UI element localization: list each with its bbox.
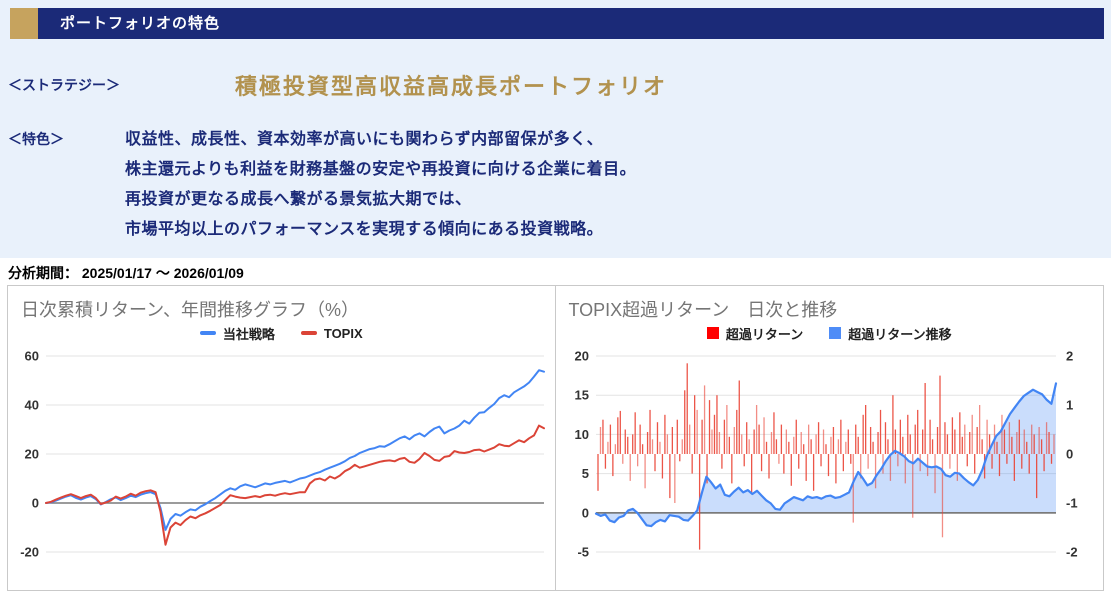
svg-text:5: 5 — [581, 466, 588, 481]
svg-text:2: 2 — [1066, 349, 1073, 364]
legend-square-marker — [829, 327, 842, 339]
chart-legend-excess: 超過リターン 超過リターン推移 — [556, 322, 1104, 344]
analysis-period-value: 2025/01/17 ～ 2026/01/09 — [81, 265, 244, 281]
legend-item: 超過リターン — [706, 324, 804, 343]
legend-line-marker — [199, 331, 216, 335]
chart-panel-cumulative-return: 日次累積リターン、年間推移グラフ（%） 当社戦略 TOPIX 60 40 20 0 -20 — [7, 285, 556, 591]
features-line: 再投資が更なる成長へ繋がる景気拡大期では、 — [125, 191, 472, 208]
legend-item: 当社戦略 — [199, 324, 275, 343]
section-title: ポートフォリオの特色 — [38, 8, 1104, 39]
svg-text:40: 40 — [25, 398, 39, 413]
svg-text:10: 10 — [574, 427, 588, 442]
legend-label: TOPIX — [323, 325, 363, 341]
svg-text:20: 20 — [25, 447, 39, 462]
svg-text:0: 0 — [1066, 447, 1073, 462]
legend-item: 超過リターン推移 — [829, 324, 952, 343]
charts-row: 日次累積リターン、年間推移グラフ（%） 当社戦略 TOPIX 60 40 20 0 -20… — [7, 285, 1104, 591]
svg-text:-5: -5 — [577, 545, 589, 560]
svg-text:0: 0 — [581, 505, 588, 520]
legend-label: 当社戦略 — [222, 326, 275, 342]
chart-legend-cumulative: 当社戦略 TOPIX — [8, 322, 555, 344]
svg-text:20: 20 — [574, 349, 588, 364]
features-line: 収益性、成長性、資本効率が高いにも関わらず内部留保が多く、 — [125, 131, 604, 148]
svg-text:1: 1 — [1066, 398, 1073, 413]
gold-accent-block — [10, 8, 38, 39]
svg-text:0: 0 — [32, 496, 39, 511]
legend-item: TOPIX — [300, 325, 363, 341]
portfolio-summary-section: ポートフォリオの特色 ＜ストラテジー＞ 積極投資型高収益高成長ポートフォリオ ＜… — [0, 0, 1111, 258]
analysis-period: 分析期間： 2025/01/17 ～ 2026/01/09 — [0, 258, 1111, 285]
features-row: ＜特色＞ 収益性、成長性、資本効率が高いにも関わらず内部留保が多く、 株主還元よ… — [0, 125, 1111, 245]
strategy-row: ＜ストラテジー＞ 積極投資型高収益高成長ポートフォリオ — [0, 69, 1111, 101]
svg-text:-2: -2 — [1066, 545, 1078, 560]
chart-title-excess: TOPIX超過リターン 日次と推移 — [568, 300, 838, 320]
features-line: 株主還元よりも利益を財務基盤の安定や再投資に向ける企業に着目。 — [125, 161, 637, 178]
features-line: 市場平均以上のパフォーマンスを実現する傾向にある投資戦略。 — [125, 221, 604, 238]
legend-label: 超過リターン — [725, 326, 804, 342]
cumulative-return-line-chart: 60 40 20 0 -20 — [20, 349, 545, 560]
svg-text:-1: -1 — [1066, 496, 1078, 511]
strategy-label: ＜ストラテジー＞ — [8, 77, 120, 93]
features-label: ＜特色＞ — [8, 131, 64, 147]
svg-text:15: 15 — [574, 388, 588, 403]
chart-panel-excess-return: TOPIX超過リターン 日次と推移 超過リターン 超過リターン推移 20 15 10 5… — [555, 285, 1104, 591]
features-text: 収益性、成長性、資本効率が高いにも関わらず内部留保が多く、 株主還元よりも利益を… — [125, 125, 636, 245]
svg-text:60: 60 — [25, 349, 39, 364]
strategy-title: 積極投資型高収益高成長ポートフォリオ — [235, 74, 668, 99]
chart-title-cumulative: 日次累積リターン、年間推移グラフ（%） — [21, 300, 360, 320]
section-header: ポートフォリオの特色 — [0, 0, 1111, 39]
legend-line-marker — [300, 331, 317, 335]
svg-text:-20: -20 — [20, 545, 39, 560]
legend-square-marker — [706, 327, 719, 339]
analysis-period-label: 分析期間： — [8, 265, 78, 281]
legend-label: 超過リターン推移 — [848, 326, 952, 342]
